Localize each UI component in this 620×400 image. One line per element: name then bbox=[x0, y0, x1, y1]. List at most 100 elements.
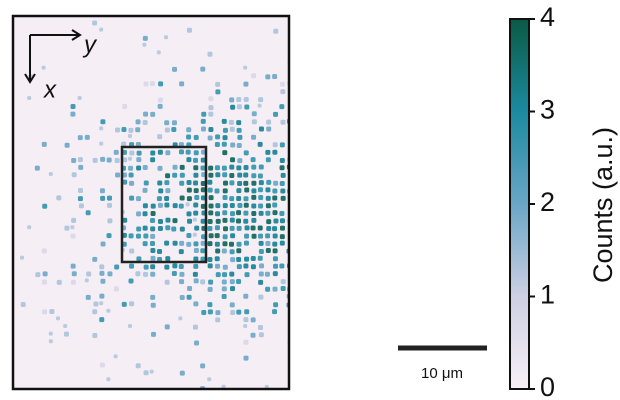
atom-spot bbox=[164, 241, 169, 246]
atom-spot bbox=[201, 112, 206, 117]
atom-spot bbox=[208, 112, 213, 117]
atom-spot bbox=[222, 210, 227, 215]
atom-spot bbox=[57, 280, 62, 285]
atom-spot bbox=[209, 204, 214, 209]
atom-spot bbox=[243, 324, 247, 328]
atom-spot bbox=[280, 82, 285, 87]
atom-spot bbox=[230, 157, 235, 162]
atom-spot bbox=[164, 35, 168, 39]
atom-spot bbox=[194, 341, 199, 346]
atom-spot bbox=[144, 82, 149, 87]
atom-spot bbox=[143, 233, 148, 238]
atom-spot bbox=[229, 242, 234, 247]
atom-spot bbox=[216, 219, 221, 224]
atom-spot bbox=[193, 211, 198, 216]
atom-spot bbox=[229, 173, 234, 178]
atom-spot bbox=[230, 279, 235, 284]
colorbar-tick-label: 1 bbox=[540, 280, 555, 310]
atom-spot bbox=[71, 218, 76, 223]
atom-spot bbox=[259, 241, 264, 246]
atom-spot bbox=[186, 150, 191, 155]
atom-spot bbox=[273, 210, 278, 215]
atom-spot bbox=[251, 203, 256, 208]
atom-spot bbox=[243, 173, 248, 178]
atom-spot bbox=[281, 196, 286, 201]
atom-spot bbox=[244, 196, 249, 201]
atom-spot bbox=[143, 112, 148, 117]
atom-spot bbox=[187, 28, 192, 33]
atom-spot bbox=[171, 127, 176, 132]
atom-spot bbox=[265, 187, 270, 192]
atom-spot bbox=[280, 234, 285, 239]
atom-spot bbox=[230, 249, 235, 254]
atom-spot bbox=[179, 272, 184, 277]
atom-spot bbox=[100, 363, 105, 368]
atom-spot bbox=[56, 316, 60, 320]
atom-spot bbox=[42, 204, 47, 209]
atom-spot bbox=[215, 233, 220, 238]
atom-spot bbox=[71, 104, 76, 109]
atom-spot bbox=[150, 150, 155, 155]
atom-spot bbox=[193, 241, 198, 246]
atom-spot bbox=[259, 249, 264, 254]
atom-spot bbox=[273, 287, 278, 292]
atom-spot bbox=[172, 218, 177, 223]
atom-spot bbox=[237, 128, 242, 133]
atom-spot bbox=[244, 188, 249, 193]
atom-spot bbox=[115, 158, 120, 163]
atom-spot bbox=[258, 234, 263, 239]
atom-spot bbox=[280, 226, 285, 231]
atom-spot bbox=[93, 302, 98, 307]
atom-spot bbox=[150, 241, 155, 246]
atom-spot bbox=[165, 218, 170, 223]
atom-spot bbox=[207, 180, 212, 185]
atom-spot bbox=[251, 226, 256, 231]
atom-spot bbox=[273, 302, 278, 307]
atom-spot bbox=[222, 241, 227, 246]
atom-spot bbox=[150, 157, 155, 162]
atom-spot bbox=[164, 196, 169, 201]
atom-spot bbox=[223, 234, 228, 239]
atom-spot bbox=[158, 104, 163, 109]
atom-spot bbox=[208, 127, 213, 132]
atom-spot bbox=[237, 135, 242, 140]
atom-spot bbox=[150, 295, 155, 300]
atom-spot bbox=[172, 263, 177, 268]
atom-spot bbox=[230, 211, 235, 216]
atom-spot bbox=[193, 173, 198, 178]
atom-spot bbox=[129, 181, 134, 186]
atom-spot bbox=[230, 142, 235, 147]
atom-spot bbox=[193, 272, 198, 277]
colorbar-tick-label: 2 bbox=[540, 187, 555, 217]
atom-spot bbox=[100, 188, 105, 193]
atom-spot bbox=[128, 324, 132, 328]
atom-spot bbox=[244, 150, 249, 155]
atom-spot bbox=[150, 272, 155, 277]
atom-spot bbox=[281, 173, 286, 178]
atom-spot bbox=[273, 181, 278, 186]
atom-spot bbox=[208, 219, 213, 224]
atom-spot bbox=[207, 226, 212, 231]
atom-spot bbox=[21, 302, 26, 307]
atom-spot bbox=[27, 225, 31, 229]
atom-spot bbox=[222, 294, 227, 299]
atom-spot bbox=[236, 310, 241, 315]
atom-spot bbox=[172, 173, 177, 178]
atom-spot bbox=[207, 377, 211, 381]
atom-spot bbox=[258, 104, 262, 108]
atom-spot bbox=[194, 188, 199, 193]
atom-spot bbox=[137, 151, 142, 156]
atom-spot bbox=[157, 181, 162, 186]
atom-spot bbox=[280, 165, 285, 170]
atom-spot bbox=[243, 264, 248, 269]
atom-spot bbox=[265, 150, 270, 155]
atom-spot bbox=[99, 301, 103, 305]
atom-spot bbox=[85, 135, 90, 140]
atom-spot bbox=[251, 218, 256, 223]
atom-spot bbox=[135, 127, 140, 132]
atom-spot bbox=[20, 256, 24, 260]
atom-spot bbox=[215, 142, 220, 147]
atom-spot bbox=[164, 203, 169, 208]
atom-spot bbox=[273, 234, 278, 239]
atom-spot bbox=[200, 67, 205, 72]
